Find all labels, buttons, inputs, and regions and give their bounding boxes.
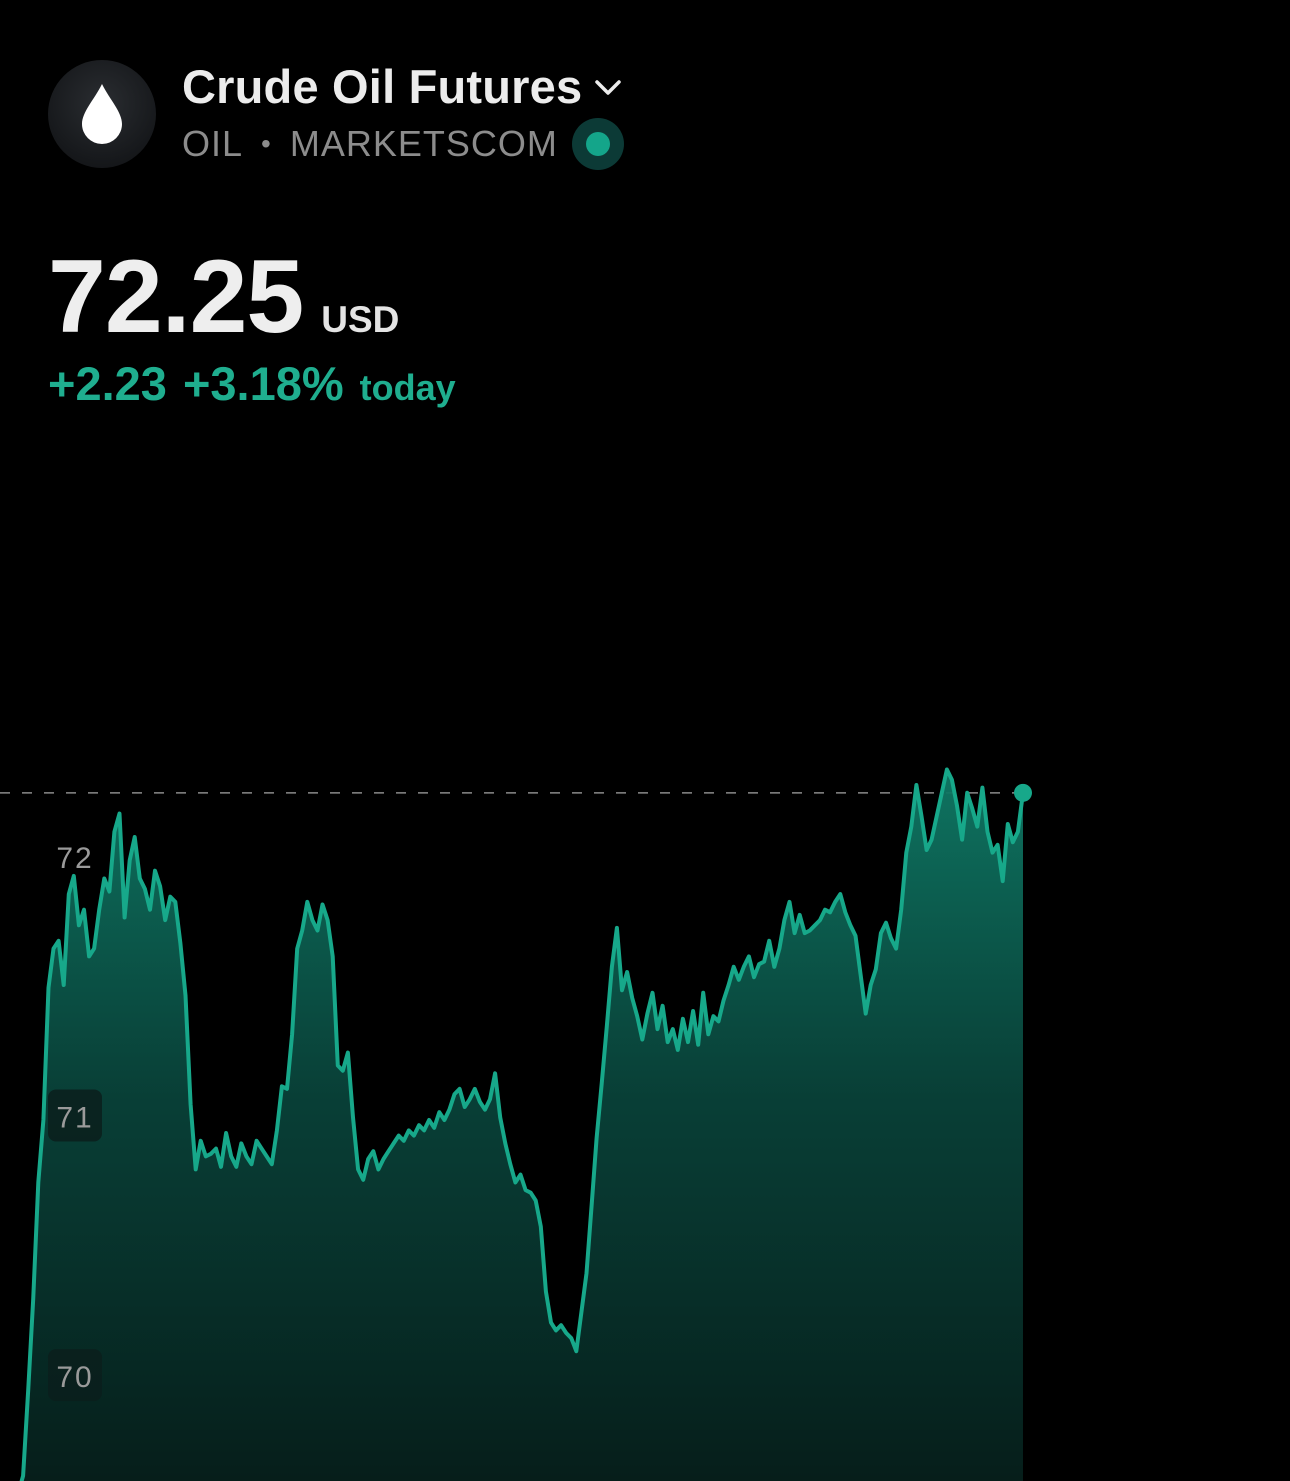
change-absolute: +2.23 <box>48 357 167 410</box>
chevron-down-icon[interactable] <box>594 79 622 97</box>
y-axis-tick-71: 71 <box>48 1089 102 1142</box>
price-change: +2.23 +3.18% today <box>48 356 456 411</box>
separator-dot: • <box>261 128 272 159</box>
last-price-marker <box>1014 783 1032 802</box>
price-display: 72.25 USD <box>48 238 399 357</box>
currency-label: USD <box>321 299 400 340</box>
current-price: 72.25 <box>48 239 304 355</box>
exchange-name: MARKETSCOM <box>289 123 558 164</box>
y-axis-tick-label: 72 <box>56 842 93 875</box>
instrument-name[interactable]: Crude Oil Futures <box>182 59 583 113</box>
y-axis-tick-label: 71 <box>56 1101 93 1134</box>
change-period-label: today <box>359 367 456 408</box>
price-line <box>19 767 1025 1481</box>
instrument-symbol: OIL <box>182 123 244 164</box>
instrument-header: Crude Oil Futures OIL • MARKETSCOM <box>48 58 624 170</box>
oil-drop-icon <box>82 84 122 144</box>
y-axis-tick-label: 70 <box>56 1361 93 1394</box>
y-axis-tick-72: 72 <box>56 842 93 875</box>
live-status-icon <box>571 118 624 170</box>
y-axis-tick-70: 70 <box>48 1349 102 1402</box>
instrument-logo <box>48 60 156 168</box>
change-percent: +3.18% <box>182 357 344 410</box>
price-area <box>18 769 1023 1481</box>
